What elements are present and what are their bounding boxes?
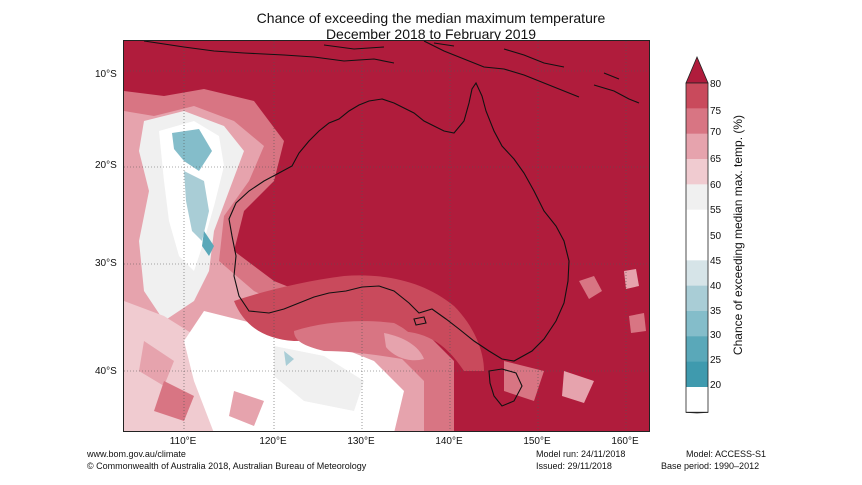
kangaroo-island <box>413 316 427 326</box>
colorbar-extend-bottom <box>685 411 709 414</box>
colorbar-tick-80: 80 <box>710 79 722 90</box>
lat-label-40s: 40°S <box>95 366 117 377</box>
colorbar-segment-25-20 <box>686 361 708 387</box>
lon-label-160e: 160°E <box>611 436 639 447</box>
colorbar-tick-35: 35 <box>710 306 722 317</box>
lat-label-20s: 20°S <box>95 160 117 171</box>
colorbar-tick-25: 25 <box>710 355 722 366</box>
footer-model-run: Model run: 24/11/2018 <box>536 449 626 459</box>
lon-label-110e: 110°E <box>169 436 197 447</box>
colorbar-segment-80-75 <box>686 83 708 109</box>
colorbar-segment-40-35 <box>686 285 708 312</box>
footer-model: Model: ACCESS-S1 <box>686 449 767 459</box>
southern-australia-gradient <box>234 275 484 371</box>
forecast-map <box>123 40 650 432</box>
lon-label-120e: 120°E <box>259 436 287 447</box>
lat-label-10s: 10°S <box>95 69 117 80</box>
colorbar-tick-45: 45 <box>710 256 722 267</box>
tasman-anomalies <box>504 269 646 403</box>
colorbar-tick-65: 65 <box>710 154 722 165</box>
colorbar <box>685 55 709 414</box>
colorbar-extend-top <box>685 55 709 84</box>
australia-coastline <box>228 81 570 362</box>
solomon-islands-coastline <box>593 72 640 104</box>
colorbar-segment-50-45 <box>686 235 708 261</box>
colorbar-tick-20: 20 <box>710 380 722 391</box>
colorbar-tick-30: 30 <box>710 330 722 341</box>
new-guinea-coastline <box>423 41 580 98</box>
coastlines <box>143 41 640 407</box>
colorbar-tick-60: 60 <box>710 180 722 191</box>
colorbar-tick-70: 70 <box>710 127 722 138</box>
footer-issued: Issued: 29/11/2018 <box>536 461 612 471</box>
graticule <box>124 41 649 431</box>
colorbar-segment-55-50 <box>686 209 708 236</box>
chart-subtitle: December 2018 to February 2019 <box>325 26 537 42</box>
lat-label-30s: 30°S <box>95 258 117 269</box>
colorbar-segment-30-25 <box>686 336 708 363</box>
lon-label-140e: 140°E <box>435 436 463 447</box>
colorbar-segment-60-55 <box>686 184 708 211</box>
colorbar-segment-45-40 <box>686 260 708 287</box>
map-svg <box>124 41 649 431</box>
colorbar-segment-75-70 <box>686 108 708 135</box>
colorbar-tick-40: 40 <box>710 281 722 292</box>
footer-url: www.bom.gov.au/climate <box>87 449 186 459</box>
footer-base-period: Base period: 1990–2012 <box>661 461 760 471</box>
indonesia-coastline <box>143 41 395 64</box>
colorbar-segment-35-30 <box>686 311 708 337</box>
lon-label-150e: 150°E <box>523 436 551 447</box>
colorbar-segment-65-60 <box>686 159 708 185</box>
lon-label-130e: 130°E <box>347 436 375 447</box>
tasmania-coastline <box>488 368 523 407</box>
chart-title: Chance of exceeding the median maximum t… <box>256 10 606 26</box>
colorbar-label: Chance of exceeding median max. temp. (%… <box>731 114 745 356</box>
colorbar-tick-75: 75 <box>710 106 722 117</box>
colorbar-tick-55: 55 <box>710 205 722 216</box>
footer-copyright: © Commonwealth of Australia 2018, Austra… <box>87 461 367 471</box>
colorbar-segment-70-65 <box>686 133 708 160</box>
colorbar-tick-50: 50 <box>710 231 722 242</box>
